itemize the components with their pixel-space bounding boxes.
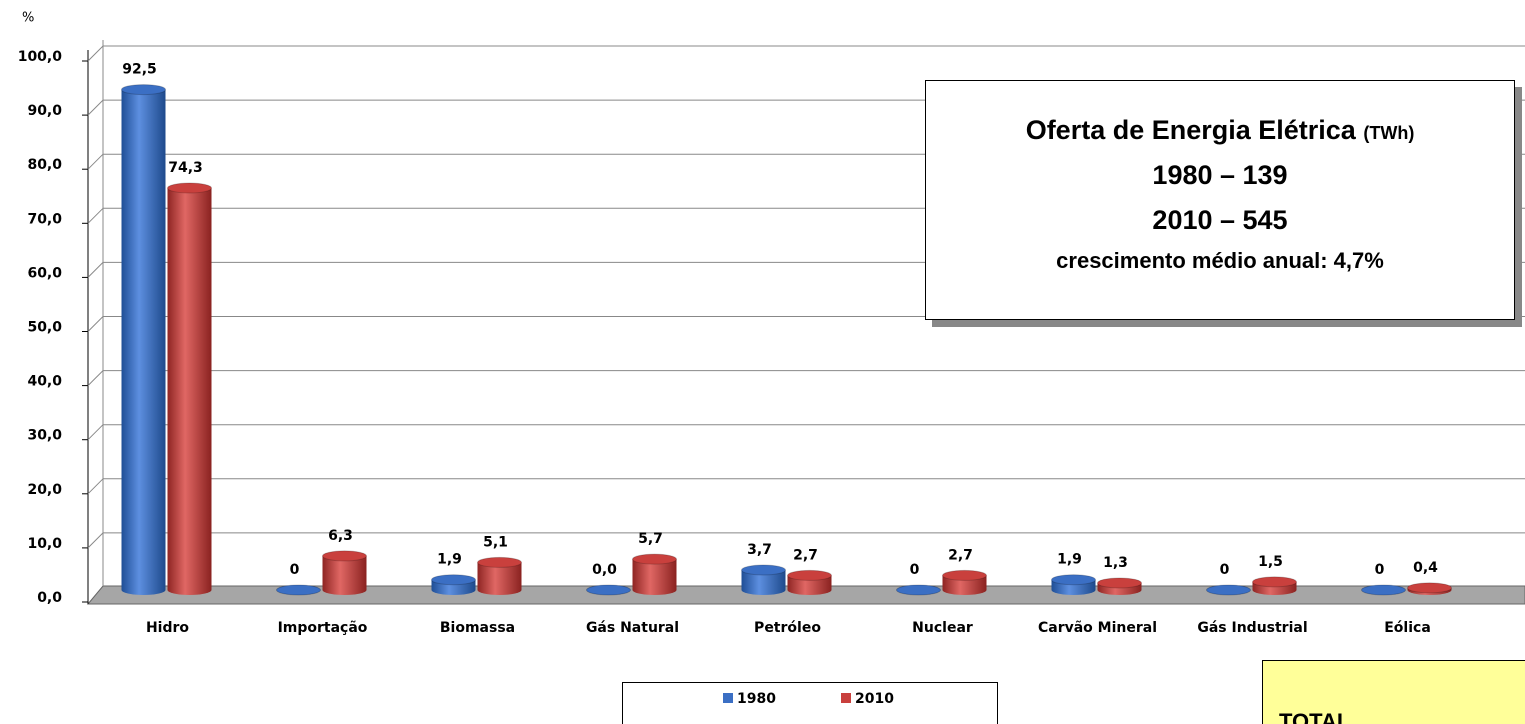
x-tick-label: Carvão Mineral bbox=[1037, 620, 1158, 636]
legend-swatch bbox=[841, 693, 851, 703]
y-tick-label: 70,0 bbox=[27, 211, 62, 227]
value-label: 1,9 bbox=[437, 552, 462, 568]
legend-swatch bbox=[723, 693, 733, 703]
bar bbox=[322, 555, 367, 590]
value-label: 0,0 bbox=[592, 562, 617, 578]
value-label: 6,3 bbox=[328, 528, 353, 544]
annotation-line: crescimento médio anual: 4,7% bbox=[1056, 248, 1384, 273]
x-tick-label: Gás Natural bbox=[585, 620, 680, 636]
y-tick-label: 80,0 bbox=[27, 157, 62, 173]
bar bbox=[121, 89, 166, 590]
bar-cap bbox=[741, 564, 786, 576]
grid-line-side bbox=[87, 99, 104, 116]
value-label: 5,1 bbox=[483, 534, 508, 550]
bar-cap bbox=[1206, 584, 1251, 596]
value-label: 0,4 bbox=[1413, 560, 1438, 576]
bar-cap bbox=[121, 84, 166, 96]
bar-cap bbox=[1252, 576, 1297, 588]
bar-cap bbox=[787, 569, 832, 581]
value-label: 0 bbox=[1220, 562, 1230, 578]
y-tick-label: 0,0 bbox=[37, 590, 62, 606]
bar bbox=[1051, 579, 1096, 590]
bar bbox=[632, 559, 677, 590]
y-tick-label: 30,0 bbox=[27, 428, 62, 444]
x-tick-label: Biomassa bbox=[439, 620, 516, 636]
bar-cap bbox=[942, 569, 987, 581]
bar-cap bbox=[1097, 577, 1142, 589]
bar bbox=[167, 188, 212, 591]
grid-line-side bbox=[87, 207, 104, 224]
legend-item: 1980 bbox=[723, 691, 776, 707]
bar-cap bbox=[586, 584, 631, 596]
value-label: 92,5 bbox=[122, 62, 157, 78]
grid-line-side bbox=[87, 424, 104, 441]
annotation-title: Oferta de Energia Elétrica (TWh) bbox=[926, 115, 1514, 146]
value-label: 1,5 bbox=[1258, 554, 1283, 570]
value-label: 0 bbox=[910, 562, 920, 578]
x-tick-label: Hidro bbox=[145, 620, 190, 636]
value-label: 3,7 bbox=[747, 542, 772, 558]
bar bbox=[431, 579, 476, 590]
bar-cap bbox=[896, 584, 941, 596]
annotation-unit: (TWh) bbox=[1363, 123, 1415, 143]
annotation-box: Oferta de Energia Elétrica (TWh) 1980 – … bbox=[925, 80, 1515, 320]
bar-cap bbox=[1407, 582, 1452, 594]
y-tick-label: 40,0 bbox=[27, 374, 62, 390]
value-label: 1,3 bbox=[1103, 555, 1128, 571]
grid-line-side bbox=[87, 316, 104, 332]
y-axis-label: % bbox=[22, 11, 34, 26]
bar bbox=[741, 569, 786, 590]
grid-line-side bbox=[87, 370, 104, 386]
bar-cap bbox=[477, 556, 522, 568]
grid-line-side bbox=[87, 153, 104, 170]
value-label: 2,7 bbox=[793, 547, 818, 563]
grid-line-side bbox=[87, 478, 104, 495]
x-tick-label: Gás Industrial bbox=[1197, 620, 1308, 636]
bar-cap bbox=[1361, 584, 1406, 596]
bar-cap bbox=[276, 584, 321, 596]
x-tick-label: Importação bbox=[277, 620, 368, 636]
x-tick-label: Petróleo bbox=[754, 620, 821, 636]
grid-line-side bbox=[87, 262, 104, 278]
value-label: 0 bbox=[1375, 562, 1385, 578]
y-tick-label: 100,0 bbox=[18, 49, 63, 65]
annotation-line: 2010 – 545 bbox=[1152, 205, 1288, 235]
legend-label: 1980 bbox=[737, 691, 776, 707]
bar-cap bbox=[632, 553, 677, 565]
y-tick-label: 50,0 bbox=[27, 320, 62, 336]
value-label: 5,7 bbox=[638, 531, 663, 547]
y-tick-label: 10,0 bbox=[27, 536, 62, 552]
legend: 1980 2010 bbox=[622, 682, 998, 724]
bar-cap bbox=[431, 574, 476, 586]
annotation-title-text: Oferta de Energia Elétrica bbox=[1025, 115, 1356, 145]
legend-item: 2010 bbox=[841, 691, 894, 707]
bar-cap bbox=[322, 550, 367, 562]
y-tick-label: 90,0 bbox=[27, 103, 62, 119]
value-label: 1,9 bbox=[1057, 552, 1082, 568]
x-tick-label: Nuclear bbox=[912, 620, 973, 636]
grid-line-side bbox=[87, 45, 104, 62]
total-label: TOTAL bbox=[1279, 709, 1351, 724]
value-label: 2,7 bbox=[948, 547, 973, 563]
total-box: TOTAL bbox=[1262, 660, 1525, 724]
bar-cap bbox=[1051, 574, 1096, 586]
y-tick-label: 20,0 bbox=[27, 482, 62, 498]
x-tick-label: Eólica bbox=[1384, 620, 1431, 636]
annotation-line: 1980 – 139 bbox=[1152, 160, 1288, 190]
value-label: 74,3 bbox=[168, 160, 203, 176]
y-tick-label: 60,0 bbox=[27, 265, 62, 281]
bar-cap bbox=[167, 182, 212, 194]
value-label: 0 bbox=[290, 562, 300, 578]
grid-line-side bbox=[87, 532, 104, 549]
legend-label: 2010 bbox=[855, 691, 894, 707]
